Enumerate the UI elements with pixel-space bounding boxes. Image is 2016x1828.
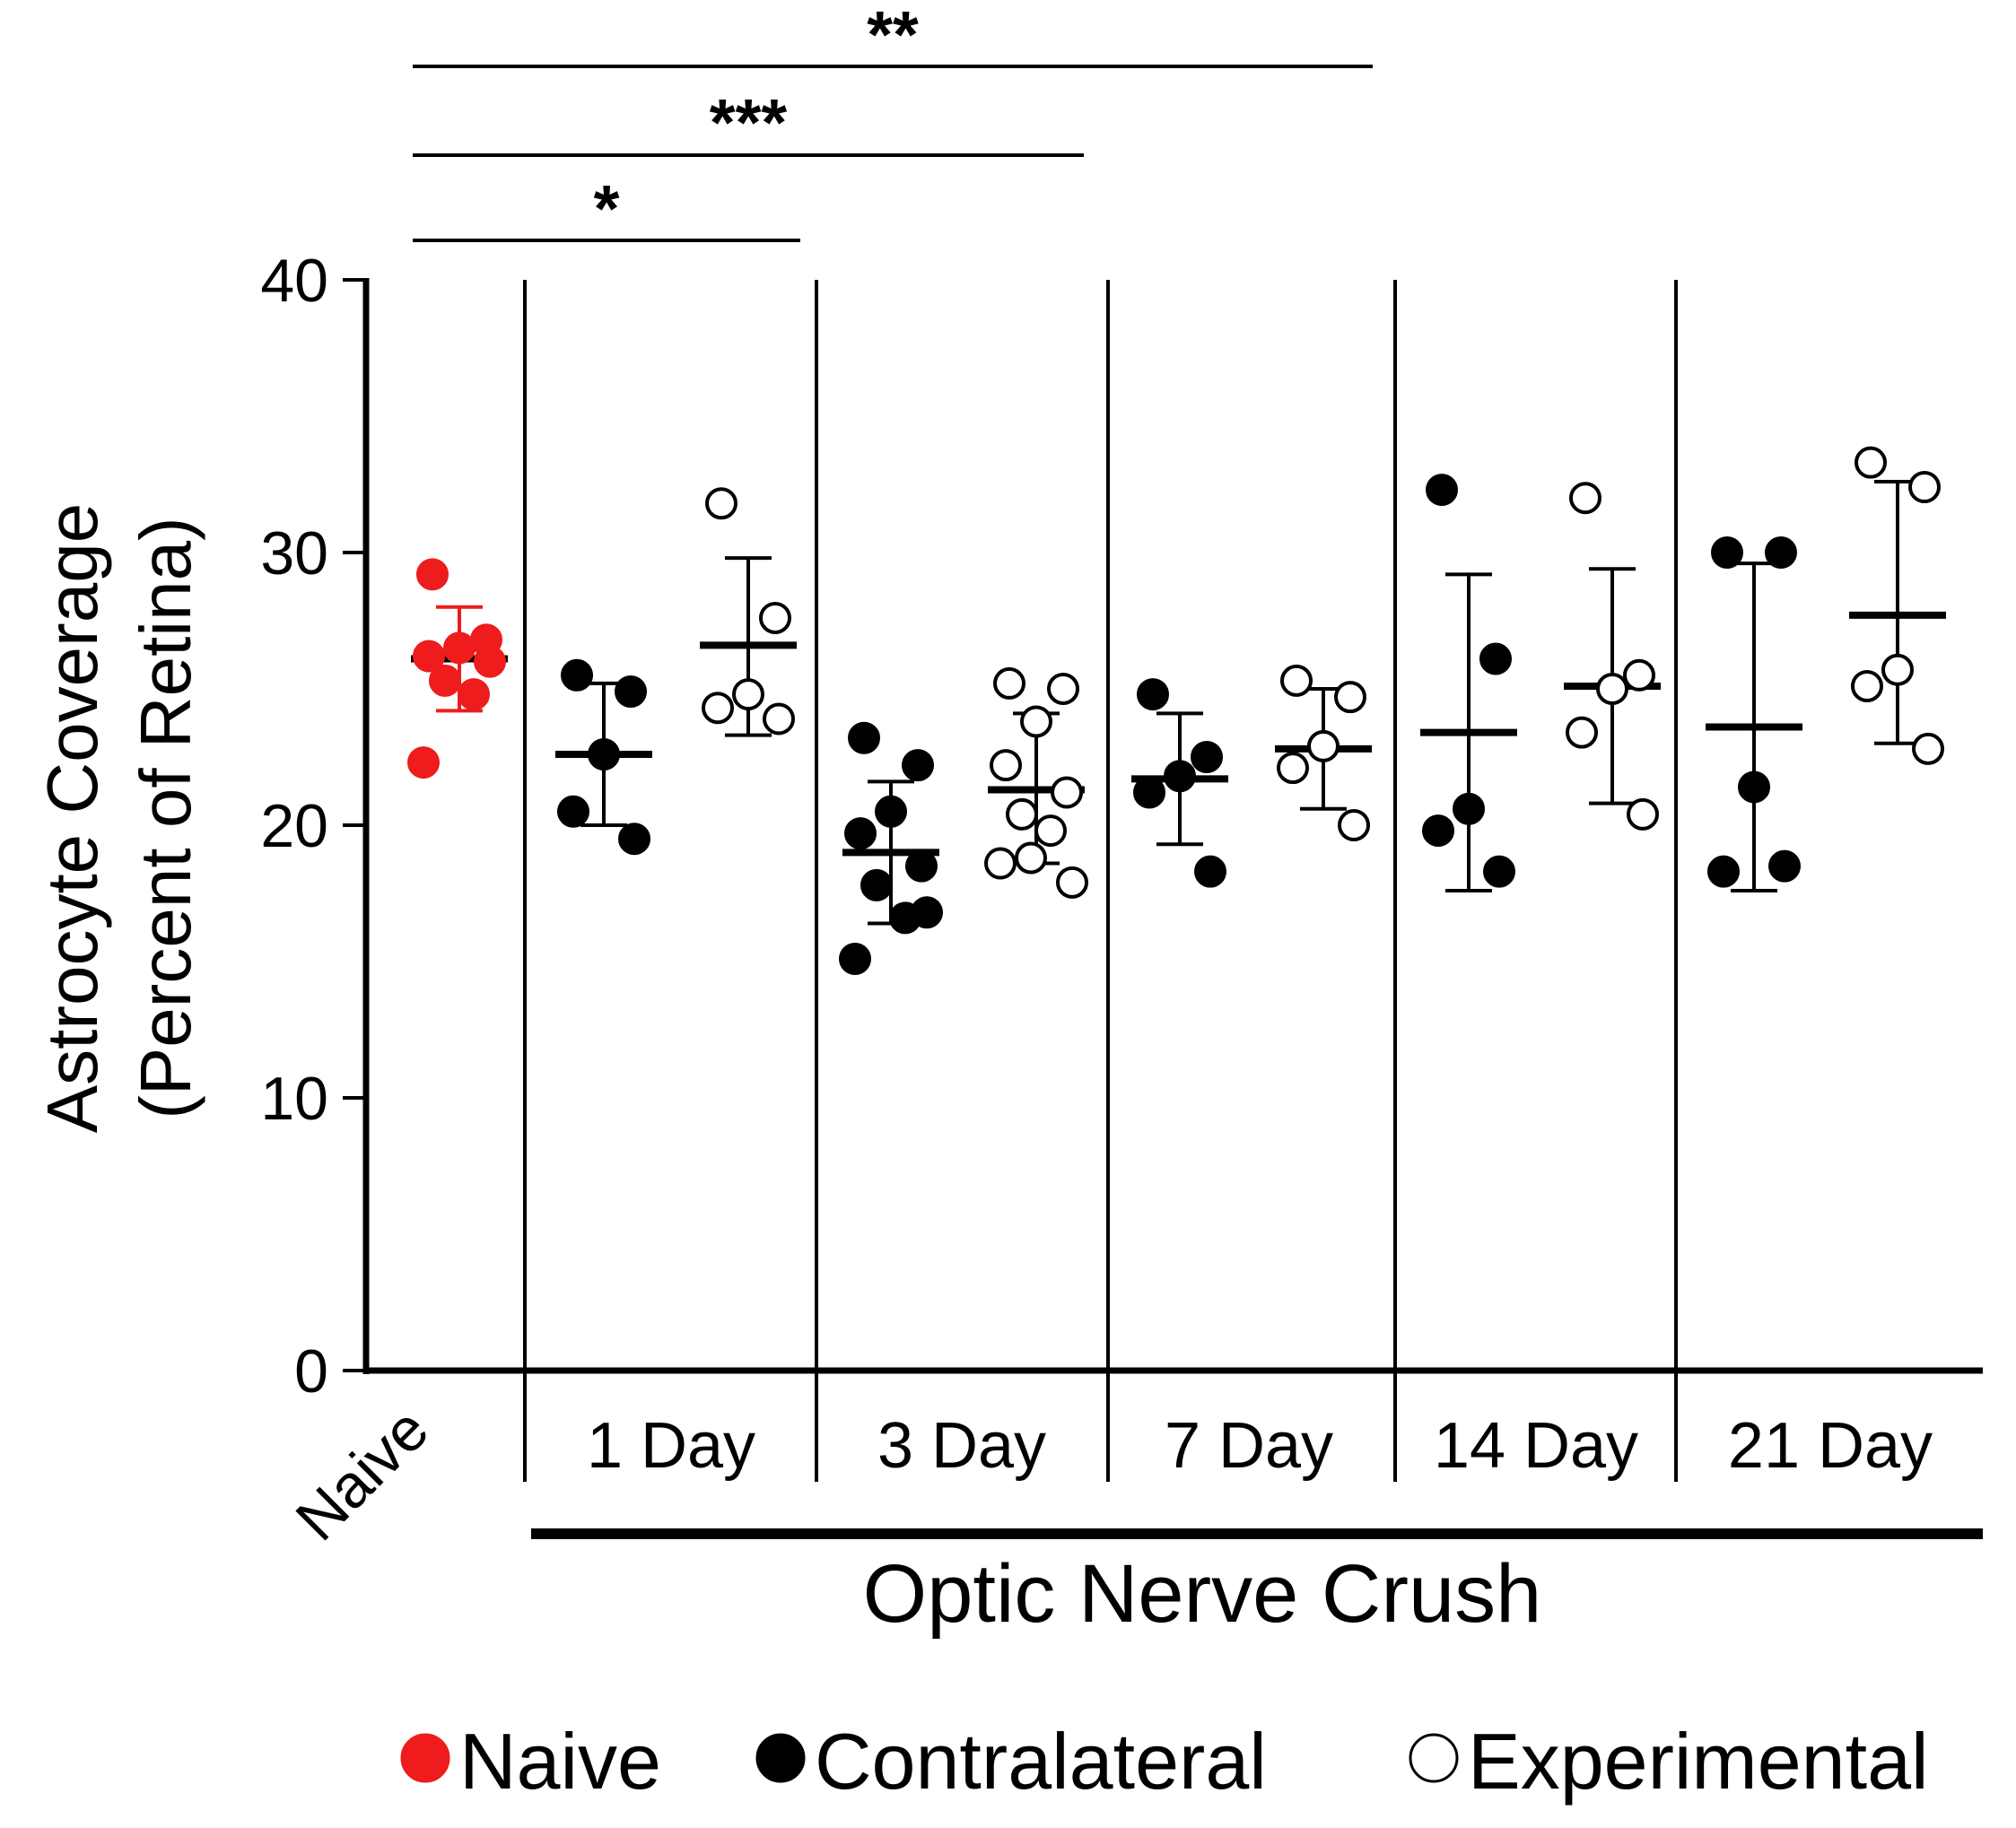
experimental-point xyxy=(1596,673,1628,705)
significance-label: *** xyxy=(710,85,788,160)
y-tick-label: 0 xyxy=(294,1337,328,1406)
experimental-point xyxy=(1034,814,1067,848)
x-tick-label: 3 Day xyxy=(877,1410,1046,1482)
experimental-point xyxy=(1334,681,1366,714)
contralateral-point xyxy=(1164,760,1196,793)
contralateral-point xyxy=(618,823,650,856)
contralateral-point xyxy=(902,749,934,782)
experimental-point xyxy=(1569,482,1601,515)
contralateral-point xyxy=(839,942,871,975)
contralateral-point xyxy=(905,849,938,883)
x-tick-label: 14 Day xyxy=(1434,1410,1638,1482)
y-tick-label: 20 xyxy=(260,792,328,860)
x-tick-label: 21 Day xyxy=(1728,1410,1933,1482)
experimental-point xyxy=(1623,658,1655,692)
legend-marker-experimental xyxy=(1409,1733,1459,1783)
contralateral-point xyxy=(848,721,880,754)
experimental-point xyxy=(993,666,1025,700)
naive-point xyxy=(474,645,506,678)
y-axis-label-line2: (Percent of Retina) xyxy=(126,517,205,1119)
contralateral-point xyxy=(1711,536,1743,569)
contralateral-point xyxy=(1194,855,1226,888)
experimental-point xyxy=(1006,797,1038,831)
contralateral-point xyxy=(1133,776,1165,809)
contralateral-point xyxy=(1479,642,1512,675)
experimental-point xyxy=(1338,809,1370,841)
contralateral-point xyxy=(1765,536,1797,569)
legend-marker-contralateral xyxy=(755,1733,806,1783)
experimental-point xyxy=(1855,446,1887,479)
naive-point xyxy=(443,631,476,665)
experimental-point xyxy=(1020,705,1052,738)
group-dividers xyxy=(523,280,1678,1482)
contralateral-point xyxy=(557,795,589,828)
experimental-point xyxy=(1912,732,1944,765)
experimental-point xyxy=(702,692,734,725)
experimental-point xyxy=(1015,841,1047,875)
significance-label: ** xyxy=(867,0,919,72)
experimental-point xyxy=(759,601,791,634)
y-tick-label: 30 xyxy=(260,519,328,588)
contralateral-point xyxy=(911,896,943,929)
experimental-point xyxy=(732,678,764,711)
x-tick-label-naive: Naive xyxy=(283,1395,441,1554)
naive-point xyxy=(407,746,440,779)
experimental-point xyxy=(705,487,737,520)
experimental-point xyxy=(1277,752,1309,785)
experimental-point xyxy=(763,702,795,736)
legend-label-experimental: Experimental xyxy=(1468,1717,1929,1806)
contralateral-point xyxy=(860,868,893,901)
legend-label-contralateral: Contralateral xyxy=(815,1717,1267,1806)
contralateral-point xyxy=(1738,770,1770,804)
x-tick-label: 1 Day xyxy=(587,1410,755,1482)
y-tick-label: 40 xyxy=(260,247,328,315)
contralateral-point xyxy=(615,675,647,709)
experimental-point xyxy=(1307,729,1340,762)
y-axis-label-line1: Astrocyte Coverage xyxy=(32,503,112,1134)
experimental-point xyxy=(1881,653,1914,686)
contralateral-point xyxy=(875,795,907,828)
contralateral-point xyxy=(1483,855,1515,888)
experimental-point xyxy=(1851,669,1883,702)
naive-point xyxy=(416,558,449,591)
experimental-point xyxy=(1051,776,1083,809)
axis-labels: Astrocyte Coverage (Percent of Retina) Opt… xyxy=(32,503,1983,1640)
experimental-point xyxy=(1056,866,1088,899)
legend-marker-naive xyxy=(400,1733,450,1783)
significance-label: * xyxy=(594,171,620,246)
naive-point xyxy=(429,664,461,697)
contralateral-point xyxy=(1768,849,1801,883)
y-tick-label: 10 xyxy=(260,1065,328,1133)
data-points xyxy=(407,446,1944,975)
contralateral-point xyxy=(1191,741,1223,773)
contralateral-point xyxy=(1426,474,1458,507)
contralateral-point xyxy=(1137,678,1169,711)
x-tick-label: 7 Day xyxy=(1165,1410,1333,1482)
contralateral-point xyxy=(1422,814,1454,848)
contralateral-point xyxy=(844,817,877,850)
axes: 0 10 20 30 40 xyxy=(260,247,1983,1406)
naive-point xyxy=(458,678,490,711)
experimental-point xyxy=(1627,797,1659,831)
experimental-point xyxy=(1566,716,1598,749)
experimental-point xyxy=(984,847,1017,880)
x-axis-label: Optic Nerve Crush xyxy=(863,1548,1542,1640)
contralateral-point xyxy=(561,658,593,692)
contralateral-point xyxy=(1453,792,1485,825)
legend: Naive Contralateral Experimental xyxy=(400,1717,1929,1806)
legend-label-naive: Naive xyxy=(459,1717,661,1806)
experimental-point xyxy=(990,749,1022,782)
experimental-point xyxy=(1908,471,1941,504)
significance-bars: ****** xyxy=(413,0,1373,246)
naive-point xyxy=(413,640,445,673)
experimental-point xyxy=(1047,673,1079,705)
contralateral-point xyxy=(588,737,620,770)
contralateral-point xyxy=(1707,855,1740,888)
experimental-point xyxy=(1280,664,1313,697)
